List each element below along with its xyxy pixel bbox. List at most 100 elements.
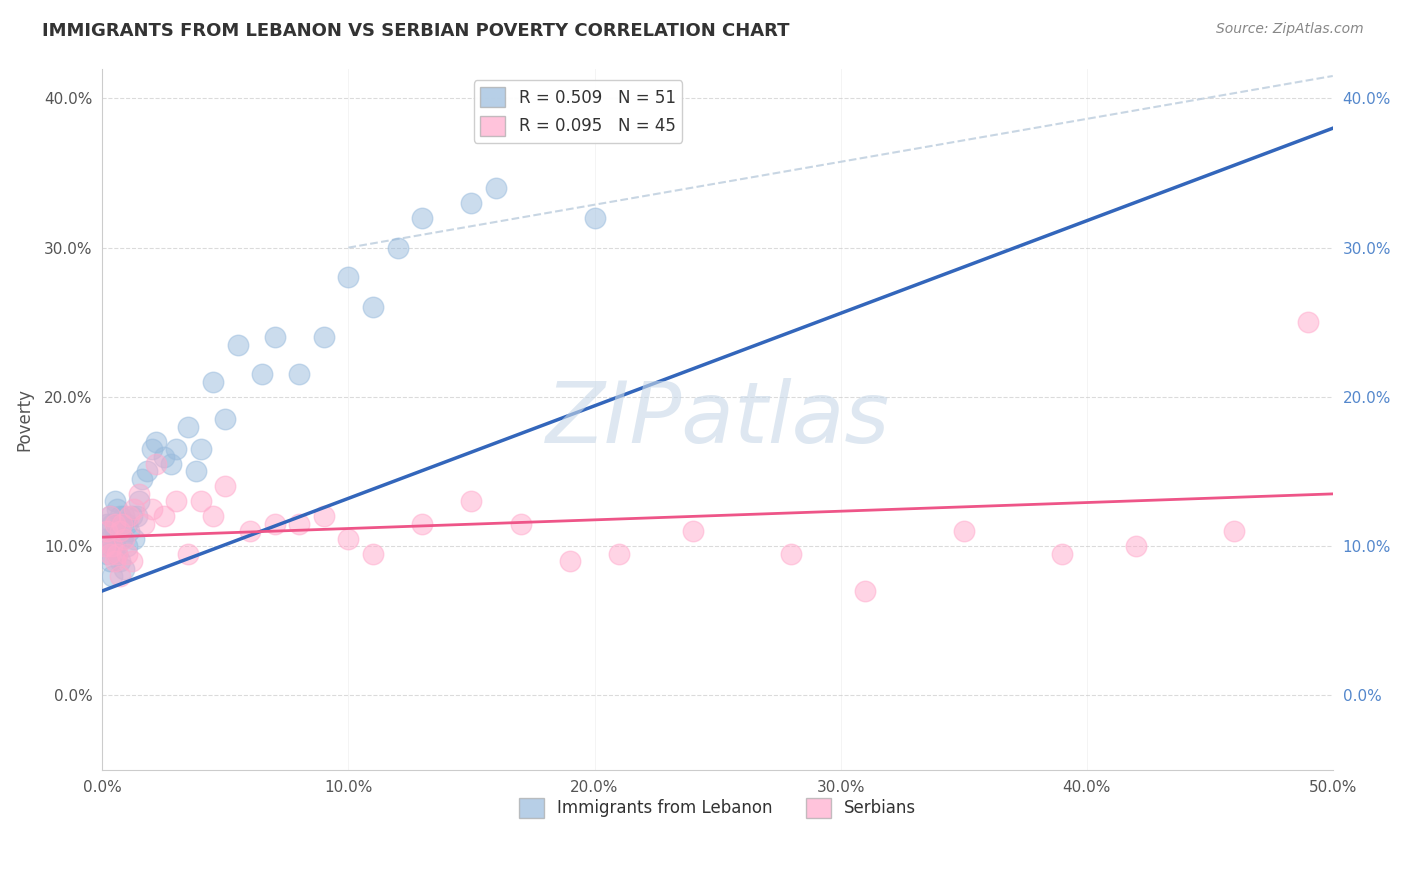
- Point: [1223, 524, 1246, 539]
- Point: [780, 547, 803, 561]
- Point: [1050, 547, 1073, 561]
- Point: [312, 330, 335, 344]
- Point: [105, 547, 128, 561]
- Point: [583, 211, 606, 225]
- Point: [214, 412, 236, 426]
- Point: [190, 442, 212, 456]
- Point: [214, 479, 236, 493]
- Point: [160, 457, 183, 471]
- Point: [118, 524, 141, 539]
- Point: [94, 539, 117, 553]
- Point: [135, 465, 157, 479]
- Point: [411, 211, 433, 225]
- Point: [101, 569, 124, 583]
- Point: [177, 419, 200, 434]
- Point: [115, 547, 138, 561]
- Point: [485, 181, 508, 195]
- Point: [361, 547, 384, 561]
- Point: [361, 301, 384, 315]
- Point: [134, 516, 156, 531]
- Point: [1296, 315, 1319, 329]
- Point: [104, 539, 127, 553]
- Point: [312, 509, 335, 524]
- Point: [460, 195, 482, 210]
- Point: [177, 547, 200, 561]
- Point: [96, 524, 118, 539]
- Point: [101, 539, 124, 553]
- Point: [114, 509, 136, 524]
- Point: [128, 494, 150, 508]
- Point: [128, 487, 150, 501]
- Point: [98, 532, 121, 546]
- Point: [202, 509, 225, 524]
- Point: [288, 368, 311, 382]
- Point: [141, 501, 163, 516]
- Point: [98, 554, 121, 568]
- Point: [252, 368, 274, 382]
- Point: [190, 494, 212, 508]
- Point: [105, 501, 128, 516]
- Point: [121, 554, 143, 568]
- Point: [1125, 539, 1147, 553]
- Point: [105, 547, 128, 561]
- Point: [509, 516, 531, 531]
- Point: [114, 532, 136, 546]
- Point: [607, 547, 630, 561]
- Point: [288, 516, 311, 531]
- Point: [96, 547, 118, 561]
- Point: [145, 457, 167, 471]
- Point: [682, 524, 704, 539]
- Point: [104, 494, 127, 508]
- Text: Source: ZipAtlas.com: Source: ZipAtlas.com: [1216, 22, 1364, 37]
- Point: [104, 524, 127, 539]
- Point: [411, 516, 433, 531]
- Point: [263, 516, 285, 531]
- Point: [153, 509, 176, 524]
- Point: [94, 532, 117, 546]
- Point: [184, 465, 207, 479]
- Point: [108, 524, 131, 539]
- Point: [108, 569, 131, 583]
- Point: [115, 539, 138, 553]
- Point: [263, 330, 285, 344]
- Point: [124, 501, 146, 516]
- Point: [226, 337, 249, 351]
- Point: [98, 509, 121, 524]
- Point: [104, 516, 127, 531]
- Point: [96, 516, 118, 531]
- Y-axis label: Poverty: Poverty: [15, 388, 32, 450]
- Point: [111, 532, 134, 546]
- Point: [239, 524, 262, 539]
- Point: [460, 494, 482, 508]
- Point: [108, 554, 131, 568]
- Point: [853, 583, 876, 598]
- Point: [141, 442, 163, 456]
- Point: [108, 509, 131, 524]
- Point: [98, 509, 121, 524]
- Point: [101, 539, 124, 553]
- Point: [131, 472, 153, 486]
- Point: [121, 509, 143, 524]
- Point: [111, 516, 134, 531]
- Point: [115, 516, 138, 531]
- Point: [165, 494, 187, 508]
- Point: [952, 524, 974, 539]
- Point: [118, 509, 141, 524]
- Point: [558, 554, 581, 568]
- Point: [104, 554, 127, 568]
- Point: [337, 532, 360, 546]
- Point: [114, 561, 136, 575]
- Point: [202, 375, 225, 389]
- Point: [153, 450, 176, 464]
- Point: [98, 547, 121, 561]
- Point: [111, 516, 134, 531]
- Legend: Immigrants from Lebanon, Serbians: Immigrants from Lebanon, Serbians: [512, 791, 922, 825]
- Text: IMMIGRANTS FROM LEBANON VS SERBIAN POVERTY CORRELATION CHART: IMMIGRANTS FROM LEBANON VS SERBIAN POVER…: [42, 22, 790, 40]
- Point: [337, 270, 360, 285]
- Point: [125, 509, 148, 524]
- Point: [124, 532, 146, 546]
- Point: [387, 241, 409, 255]
- Point: [165, 442, 187, 456]
- Point: [101, 516, 124, 531]
- Point: [145, 434, 167, 449]
